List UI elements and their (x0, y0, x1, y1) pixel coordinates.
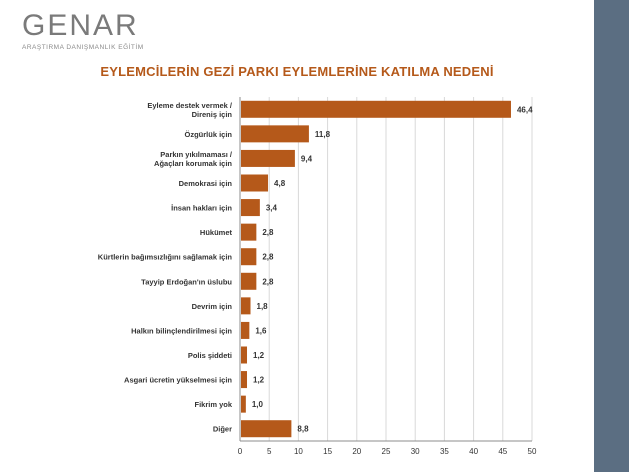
value-label: 2,8 (262, 228, 274, 237)
value-label: 46,4 (517, 105, 533, 114)
x-tick-label: 25 (382, 447, 391, 456)
category-label: Demokrasi için (179, 179, 233, 188)
x-tick-label: 35 (440, 447, 449, 456)
value-labels: 46,4 11,8 9,4 4,8 3,4 2,8 2,8 2,8 1,8 1,6 1,2 1,2 1,… (252, 105, 533, 433)
category-label: Polis şiddeti (188, 351, 232, 360)
category-label: Kürtlerin bağımsızlığını sağlamak için (98, 253, 233, 262)
bar (241, 297, 251, 315)
category-label: Tayyip Erdoğan'ın üslubu (141, 277, 232, 286)
category-label: Hükümet (200, 228, 233, 237)
bar (241, 149, 295, 167)
bar (241, 199, 260, 217)
x-tick-label: 5 (267, 447, 272, 456)
slide: GENAR ARAŞTIRMA DANIŞMANLIK EĞİTİM EYLEM… (22, 9, 537, 456)
brand-logo: GENAR ARAŞTIRMA DANIŞMANLIK EĞİTİM (22, 9, 144, 52)
bar (241, 174, 269, 192)
category-label: İnsan hakları için (171, 204, 232, 213)
side-panel (594, 0, 629, 472)
x-tick-label: 50 (528, 447, 537, 456)
x-tick-label: 45 (498, 447, 507, 456)
value-label: 1,0 (252, 400, 264, 409)
x-axis-ticks: 0 5 10 15 20 25 30 35 40 45 50 (238, 447, 537, 456)
x-tick-label: 40 (469, 447, 478, 456)
category-label: Devrim için (192, 302, 233, 311)
category-label: Diğer (213, 425, 232, 434)
bar (241, 321, 250, 339)
brand-tagline: ARAŞTIRMA DANIŞMANLIK EĞİTİM (22, 44, 144, 51)
value-label: 9,4 (301, 154, 313, 163)
bar-chart: Eyleme destek vermek / Direniş için Özgürl… (98, 97, 537, 456)
value-label: 1,8 (257, 302, 269, 311)
category-label: Asgari ücretin yükselmesi için (124, 376, 232, 385)
bar (241, 395, 246, 413)
value-label: 2,8 (262, 253, 274, 262)
bar (241, 248, 257, 266)
value-label: 1,6 (255, 326, 267, 335)
value-label: 8,8 (297, 425, 309, 434)
x-tick-label: 30 (411, 447, 420, 456)
bar (241, 420, 292, 438)
x-tick-label: 10 (294, 447, 303, 456)
bar (241, 223, 257, 241)
bar (241, 371, 248, 389)
category-label: Halkın bilinçlendirilmesi için (131, 326, 232, 335)
category-label: Özgürlük için (184, 130, 232, 139)
value-label: 1,2 (253, 351, 265, 360)
x-tick-label: 15 (323, 447, 332, 456)
bar (241, 100, 511, 118)
value-label: 3,4 (266, 204, 278, 213)
chart-title: EYLEMCİLERİN GEZİ PARKI EYLEMLERİNE KATI… (100, 64, 494, 79)
category-label: Fikrim yok (194, 400, 232, 409)
x-tick-label: 0 (238, 447, 243, 456)
value-label: 2,8 (262, 277, 274, 286)
value-label: 1,2 (253, 376, 265, 385)
bar (241, 346, 248, 364)
category-label: Eyleme destek vermek / Direniş için (147, 101, 233, 119)
category-label: Parkın yıkılmaması / Ağaçları korumak içi… (154, 150, 233, 168)
brand-name: GENAR (22, 9, 139, 42)
value-label: 4,8 (274, 179, 286, 188)
value-label: 11,8 (315, 130, 331, 139)
category-labels: Eyleme destek vermek / Direniş için Özgürl… (98, 101, 233, 434)
bar (241, 272, 257, 290)
bar-layer (241, 100, 511, 438)
x-tick-label: 20 (352, 447, 361, 456)
grid-layer (239, 97, 533, 442)
bar (241, 125, 309, 143)
